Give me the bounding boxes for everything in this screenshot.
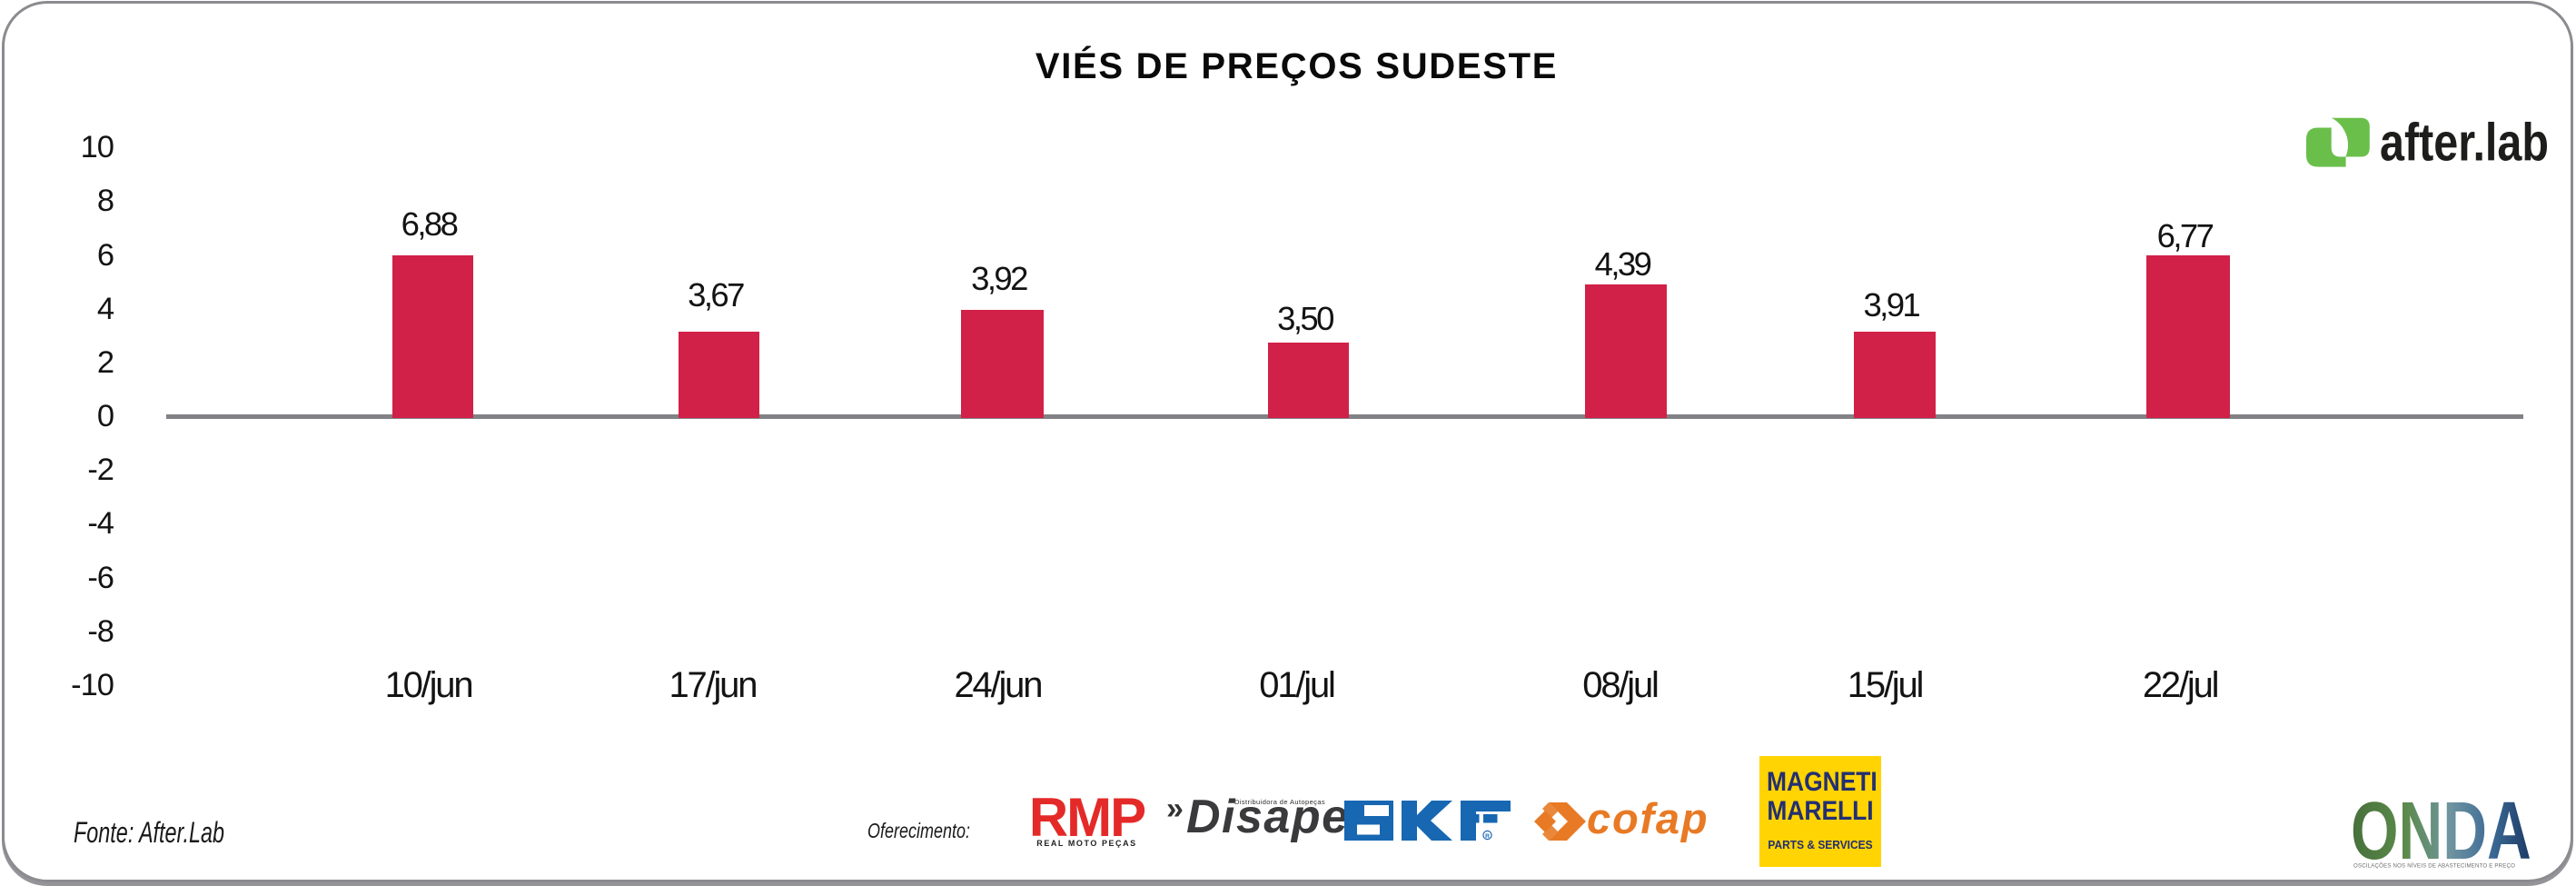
svg-text:ONDA: ONDA <box>2351 796 2531 876</box>
svg-text:R: R <box>1485 832 1490 839</box>
svg-text:Oferecimento:: Oferecimento: <box>867 819 970 842</box>
svg-text:Fonte: After.Lab: Fonte: After.Lab <box>74 816 224 849</box>
svg-text:OSCILAÇÕES NOS NÍVEIS DE ABAST: OSCILAÇÕES NOS NÍVEIS DE ABASTECIMENTO E… <box>2353 863 2515 870</box>
svg-text:after.lab: after.lab <box>2380 117 2549 173</box>
